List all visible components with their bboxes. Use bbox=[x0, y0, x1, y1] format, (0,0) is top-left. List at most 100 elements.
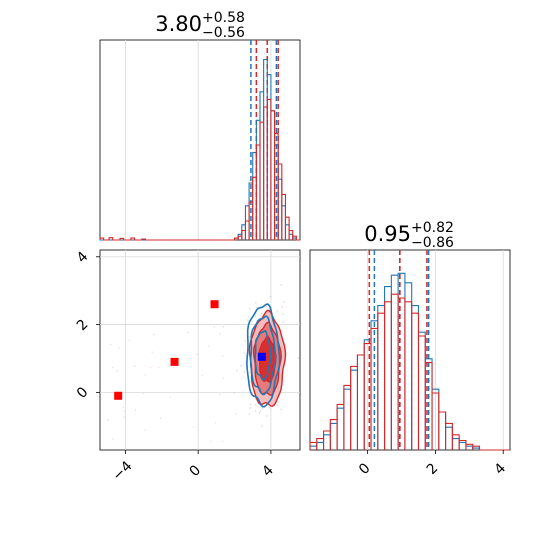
sample-point bbox=[254, 315, 257, 318]
sample-point bbox=[128, 339, 131, 342]
sample-point bbox=[122, 406, 125, 409]
right-marginal-title-minus: −0.86 bbox=[411, 235, 454, 251]
sample-point bbox=[144, 374, 146, 376]
sample-point bbox=[241, 378, 243, 380]
sample-point bbox=[196, 353, 198, 356]
sample-point bbox=[240, 365, 242, 367]
sample-point bbox=[281, 306, 283, 308]
sample-point bbox=[192, 426, 195, 428]
y-tick-label: 4 bbox=[74, 249, 92, 267]
sample-point bbox=[261, 408, 264, 410]
sample-point bbox=[280, 408, 282, 411]
sample-point bbox=[109, 343, 112, 346]
joint-y-ticks: 0 2 4 bbox=[74, 249, 100, 402]
right-marginal-x-ticks: 0 2 4 bbox=[356, 450, 509, 478]
sample-point bbox=[107, 419, 110, 421]
sample-point bbox=[149, 366, 152, 369]
top-marginal-title-plus: +0.58 bbox=[202, 10, 245, 26]
histogram-series bbox=[309, 293, 510, 451]
marker-square bbox=[114, 391, 123, 400]
sample-point bbox=[249, 403, 252, 406]
sample-point bbox=[222, 325, 225, 328]
sample-point bbox=[282, 321, 285, 324]
sample-point bbox=[233, 392, 235, 394]
sample-point bbox=[282, 313, 284, 315]
joint-frame bbox=[99, 249, 301, 451]
right-marginal-grid bbox=[367, 250, 504, 450]
joint-contours bbox=[246, 303, 287, 408]
histogram-series bbox=[100, 58, 300, 241]
sample-point bbox=[260, 312, 263, 315]
sample-point bbox=[218, 393, 221, 396]
sample-point bbox=[214, 422, 217, 424]
sample-point bbox=[243, 352, 246, 355]
histogram-series bbox=[309, 272, 510, 451]
sample-point bbox=[254, 404, 257, 406]
contour-blue bbox=[246, 303, 281, 408]
sample-point bbox=[111, 366, 114, 369]
x-tick-label: −4 bbox=[110, 458, 136, 484]
sample-point bbox=[213, 326, 216, 329]
x-tick-label: 4 bbox=[259, 462, 277, 480]
sample-point bbox=[159, 417, 162, 420]
sample-point bbox=[254, 410, 257, 412]
sample-point bbox=[248, 307, 251, 310]
sample-point bbox=[248, 413, 250, 415]
right-marginal-panel: 0.95 +0.82 −0.86 0 2 4 bbox=[309, 220, 511, 478]
sample-point bbox=[265, 306, 268, 308]
sample-point bbox=[118, 347, 121, 349]
sample-point bbox=[235, 413, 238, 415]
contour-blue bbox=[249, 315, 277, 396]
sample-point bbox=[157, 366, 160, 369]
x-tick-label: 4 bbox=[492, 460, 510, 478]
sample-point bbox=[134, 409, 137, 411]
y-tick-label: 0 bbox=[74, 384, 92, 402]
sample-point bbox=[249, 407, 252, 409]
right-marginal-title-plus: +0.82 bbox=[411, 220, 454, 236]
sample-point bbox=[246, 319, 249, 321]
sample-point bbox=[116, 370, 118, 372]
sample-point bbox=[270, 295, 272, 298]
sample-point bbox=[248, 339, 251, 341]
sample-point bbox=[276, 404, 279, 406]
joint-x-ticks: −4 0 4 bbox=[110, 450, 277, 484]
sample-point bbox=[219, 333, 221, 335]
sample-point bbox=[297, 357, 300, 359]
sample-point bbox=[266, 415, 268, 417]
x-tick-label: 2 bbox=[424, 460, 442, 478]
sample-point bbox=[210, 440, 212, 442]
x-tick-label: 0 bbox=[356, 460, 374, 478]
sample-point bbox=[248, 336, 251, 338]
histogram-series bbox=[99, 98, 300, 241]
sample-point bbox=[258, 412, 261, 414]
sample-point bbox=[261, 425, 263, 427]
marker-square bbox=[257, 352, 266, 361]
sample-point bbox=[249, 371, 252, 374]
sample-point bbox=[169, 396, 171, 398]
sample-point bbox=[112, 438, 114, 440]
sample-point bbox=[235, 369, 238, 372]
marker-square bbox=[170, 357, 179, 366]
joint-panel: −4 0 4 0 2 4 bbox=[74, 249, 301, 484]
sample-point bbox=[222, 377, 225, 380]
y-tick-label: 2 bbox=[74, 316, 92, 334]
sample-point bbox=[280, 284, 282, 286]
x-tick-label: 0 bbox=[187, 462, 205, 480]
right-marginal-frame bbox=[309, 249, 511, 451]
right-marginal-histograms bbox=[309, 272, 510, 451]
sample-point bbox=[187, 331, 189, 334]
sample-point bbox=[134, 365, 136, 367]
top-marginal-panel: 3.80 +0.58 −0.56 bbox=[99, 10, 301, 241]
sample-point bbox=[123, 410, 126, 412]
joint-markers bbox=[114, 300, 266, 400]
sample-point bbox=[221, 440, 224, 443]
sample-point bbox=[201, 374, 204, 377]
sample-point bbox=[255, 301, 257, 304]
right-marginal-title-value: 0.95 bbox=[364, 222, 411, 246]
contour-blue bbox=[254, 329, 272, 381]
sample-point bbox=[248, 315, 250, 318]
sample-point bbox=[244, 340, 246, 342]
sample-point bbox=[142, 392, 144, 395]
top-marginal-title-minus: −0.56 bbox=[202, 25, 245, 41]
